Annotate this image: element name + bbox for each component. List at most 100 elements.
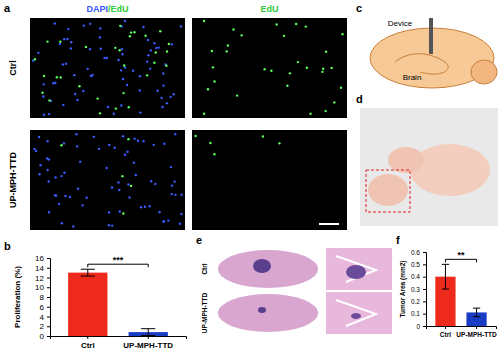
cell-dot	[70, 41, 72, 43]
cell-dot	[133, 137, 135, 139]
tumor-region	[258, 307, 266, 313]
cell-dot	[63, 172, 65, 174]
cerebellum-shape	[471, 60, 497, 84]
cell-dot	[167, 219, 169, 221]
cell-dot	[163, 143, 165, 145]
cell-dot	[263, 68, 265, 70]
panel-label: c	[356, 2, 362, 14]
device-shape	[429, 18, 433, 54]
y-tick-mark	[423, 326, 426, 327]
mouse-head	[388, 147, 424, 173]
cell-dot	[162, 220, 164, 222]
y-tick-label: 8	[40, 293, 45, 302]
cell-dot	[227, 44, 229, 46]
x-tick-label: UP-MPH-TTD	[456, 331, 497, 338]
y-tick-label: 0.3	[411, 286, 420, 293]
cell-dot	[107, 106, 109, 108]
cell-dot	[340, 87, 342, 89]
plot-area	[68, 269, 168, 336]
cell-dot	[162, 72, 164, 74]
cell-dot	[108, 211, 110, 213]
cell-dot	[140, 206, 142, 208]
cell-dot	[39, 164, 41, 166]
diagram-label: Device	[388, 19, 413, 28]
cell-dot	[114, 47, 116, 49]
y-tick-mark	[47, 287, 50, 288]
cell-dot	[172, 93, 174, 95]
cell-dot	[37, 52, 39, 54]
y-tick: 0.5	[411, 261, 426, 268]
plot-area	[435, 264, 486, 326]
histology-image	[214, 248, 392, 290]
cell-dot	[121, 53, 123, 55]
cell-dot	[157, 46, 159, 48]
cell-dot	[194, 135, 196, 137]
cell-dot	[150, 49, 152, 51]
y-tick-label: 10	[35, 283, 44, 292]
error-cap	[473, 308, 480, 309]
cell-dot	[99, 112, 101, 114]
cell-dot	[232, 28, 234, 30]
y-tick-label: 0.1	[411, 310, 420, 317]
cell-dot	[130, 31, 132, 33]
y-tick-mark	[47, 268, 50, 269]
cell-dot	[153, 144, 155, 146]
cell-dot	[132, 70, 134, 72]
photo-background	[360, 108, 498, 226]
cell-dot	[207, 88, 209, 90]
cell-dot	[309, 113, 311, 115]
zoom-image	[326, 292, 392, 334]
cell-dot	[168, 43, 170, 45]
cell-dot	[333, 101, 335, 103]
ventricle	[336, 300, 376, 326]
tumor-region	[253, 259, 271, 273]
error-cap	[81, 276, 95, 277]
cell-dot	[148, 205, 150, 207]
y-axis-title: Tumor Area (mm2)	[399, 260, 407, 317]
y-tick: 0.6	[411, 249, 426, 256]
cell-dot	[60, 175, 62, 177]
cell-dot	[46, 140, 48, 142]
cell-dot	[306, 67, 308, 69]
cell-dot	[142, 26, 144, 28]
cell-dot	[77, 188, 79, 190]
cell-dot	[203, 113, 205, 115]
cell-dot	[161, 106, 163, 108]
inset-head	[368, 174, 408, 206]
y-tick-label: 4	[40, 313, 45, 322]
cell-dot	[321, 71, 323, 73]
cell-dot	[174, 133, 176, 135]
cell-dot	[73, 74, 75, 76]
y-tick-mark	[423, 252, 426, 253]
x-tick: UP-MPH-TTD	[123, 336, 173, 350]
error-stem	[476, 308, 477, 317]
cell-dot	[133, 162, 135, 164]
cell-dot	[120, 69, 122, 71]
cell-dot	[59, 43, 61, 45]
error-bar	[442, 264, 449, 289]
cell-dot	[55, 194, 57, 196]
cell-dot	[262, 135, 264, 137]
y-tick: 6	[40, 303, 50, 312]
cell-dot	[236, 94, 238, 96]
bar	[68, 273, 107, 336]
cell-dot	[213, 153, 215, 155]
y-tick-label: 0.6	[411, 249, 420, 256]
cell-dot	[130, 185, 132, 187]
cell-dot	[180, 213, 182, 215]
cell-dot	[124, 20, 126, 22]
cell-dot	[283, 35, 285, 37]
cell-dot	[118, 49, 120, 51]
cell-dot	[98, 148, 100, 150]
cell-dot	[180, 25, 182, 27]
microscopy-image	[192, 130, 347, 230]
ventricle	[336, 256, 376, 282]
y-tick-label: 0.5	[411, 261, 420, 268]
cell-dot	[129, 35, 131, 37]
image-background	[214, 248, 322, 290]
cell-dot	[115, 107, 117, 109]
cell-dot	[69, 196, 71, 198]
error-cap	[81, 269, 95, 270]
cell-dot	[82, 90, 84, 92]
image-background	[30, 18, 185, 118]
